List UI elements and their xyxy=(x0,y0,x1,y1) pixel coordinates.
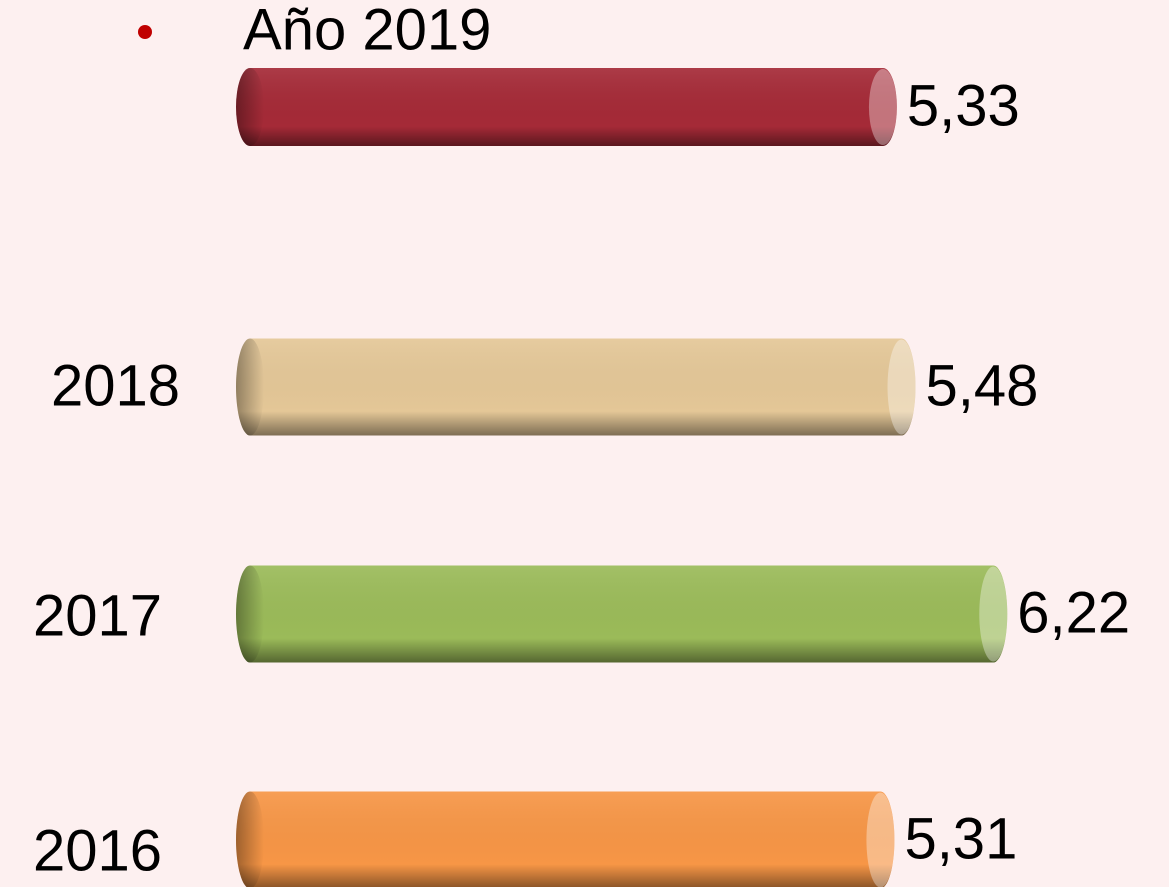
category-label: 2016 xyxy=(33,818,162,883)
bar-shade xyxy=(236,791,895,887)
bar-left-shade xyxy=(236,791,264,887)
category-label: 2018 xyxy=(51,353,180,418)
category-label: 2017 xyxy=(33,583,162,648)
bar-left-shade xyxy=(236,565,264,663)
bar-left-shade xyxy=(236,68,264,146)
value-label: 5,31 xyxy=(904,806,1017,871)
value-label: 6,22 xyxy=(1017,580,1130,645)
bullet xyxy=(138,25,152,39)
bar-cap xyxy=(866,792,895,887)
bar-cap xyxy=(979,566,1008,662)
bar-cap xyxy=(868,69,897,145)
category-label: Año 2019 xyxy=(243,0,491,62)
bar-shade xyxy=(236,565,1008,663)
bar-shade xyxy=(236,68,897,146)
bar-left-shade xyxy=(236,338,264,436)
value-label: 5,33 xyxy=(907,73,1020,138)
value-label: 5,48 xyxy=(926,353,1039,418)
bar-cap xyxy=(887,339,916,435)
bar-shade xyxy=(236,338,916,436)
